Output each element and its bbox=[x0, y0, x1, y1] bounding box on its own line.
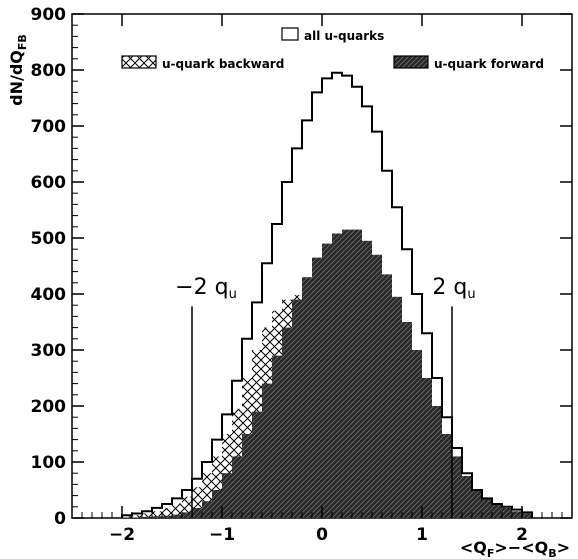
y-axis-title: dN/dQFB bbox=[7, 34, 29, 106]
axis-layer: 0 100 200 300 400 500 600 700 800 900 −2 −1 0 1 2 bbox=[31, 5, 572, 545]
forward-bar bbox=[412, 350, 422, 518]
y-tick-label: 100 bbox=[31, 453, 67, 473]
forward-bar bbox=[262, 383, 272, 518]
forward-bar bbox=[282, 327, 292, 518]
forward-bar bbox=[212, 490, 222, 518]
forward-bar bbox=[402, 322, 412, 518]
forward-bar bbox=[242, 434, 252, 518]
forward-bar bbox=[152, 516, 162, 518]
annotation-label: 2 qu bbox=[432, 275, 475, 302]
backward-bar bbox=[132, 515, 142, 518]
forward-bar bbox=[382, 274, 392, 518]
forward-bar bbox=[312, 257, 322, 518]
forward-bar bbox=[162, 515, 172, 518]
y-tick-label: 900 bbox=[31, 5, 67, 25]
legend-label: u-quark backward bbox=[162, 57, 284, 71]
forward-bar bbox=[432, 406, 442, 518]
legend: all u-quarks u-quark backward u-quark forw… bbox=[121, 27, 544, 71]
forward-bar bbox=[462, 476, 472, 518]
backward-bar bbox=[142, 513, 152, 518]
x-tick-label: 0 bbox=[316, 525, 328, 545]
backward-bar bbox=[162, 507, 172, 518]
forward-bar bbox=[492, 504, 502, 518]
forward-bar bbox=[202, 501, 212, 518]
backward-bar bbox=[172, 503, 182, 518]
forward-bar bbox=[302, 277, 312, 518]
legend-label: u-quark forward bbox=[434, 57, 544, 71]
forward-bar bbox=[352, 229, 362, 518]
y-tick-label: 700 bbox=[31, 117, 67, 137]
backward-bar bbox=[212, 456, 222, 518]
forward-bar bbox=[332, 233, 342, 518]
x-tick-label: −1 bbox=[209, 525, 235, 545]
forward-bar bbox=[472, 490, 482, 518]
forward-bar bbox=[502, 507, 512, 518]
forward-bar bbox=[142, 516, 152, 518]
y-tick-label: 400 bbox=[31, 285, 67, 305]
backward-bar bbox=[182, 496, 192, 518]
y-tick-label: 600 bbox=[31, 173, 67, 193]
forward-bar bbox=[442, 434, 452, 518]
x-tick-label: 1 bbox=[416, 525, 428, 545]
backward-bar bbox=[202, 473, 212, 518]
legend-swatch bbox=[393, 55, 429, 69]
legend-label: all u-quarks bbox=[304, 29, 384, 43]
histogram-layer bbox=[121, 71, 533, 519]
legend-swatch bbox=[121, 55, 157, 69]
forward-bar bbox=[322, 243, 332, 518]
forward-bar bbox=[172, 514, 182, 518]
y-tick-label: 200 bbox=[31, 397, 67, 417]
forward-bar bbox=[122, 517, 132, 518]
svg-text:dN/dQFB: dN/dQFB bbox=[7, 34, 29, 106]
forward-bar bbox=[192, 507, 202, 518]
forward-bar bbox=[452, 456, 462, 518]
y-tick-label: 0 bbox=[54, 509, 66, 529]
y-tick-label: 800 bbox=[31, 61, 67, 81]
forward-bar bbox=[422, 378, 432, 518]
forward-bar bbox=[522, 513, 532, 518]
x-tick-label: 2 bbox=[516, 525, 528, 545]
forward-bar bbox=[272, 355, 282, 518]
x-tick-label: −2 bbox=[109, 525, 135, 545]
forward-bar bbox=[182, 512, 192, 518]
forward-bar bbox=[392, 296, 402, 518]
forward-bar bbox=[292, 299, 302, 518]
backward-bar bbox=[122, 516, 132, 518]
forward-bar bbox=[372, 254, 382, 519]
forward-bar bbox=[482, 498, 492, 518]
forward-bar bbox=[342, 229, 352, 518]
forward-bar bbox=[512, 511, 522, 518]
forward-bar bbox=[132, 517, 142, 518]
legend-swatch bbox=[281, 27, 299, 41]
forward-bar bbox=[362, 240, 372, 519]
y-tick-label: 300 bbox=[31, 341, 67, 361]
backward-bar bbox=[152, 511, 162, 518]
backward-bar bbox=[192, 487, 202, 518]
annotation-label: −2 qu bbox=[175, 275, 237, 302]
y-tick-label: 500 bbox=[31, 229, 67, 249]
forward-bar bbox=[252, 411, 262, 518]
forward-bar bbox=[232, 456, 242, 518]
all-quarks-outline bbox=[121, 71, 533, 518]
x-axis-title: <QF>−<QB> bbox=[460, 538, 570, 559]
forward-bar bbox=[222, 473, 232, 518]
